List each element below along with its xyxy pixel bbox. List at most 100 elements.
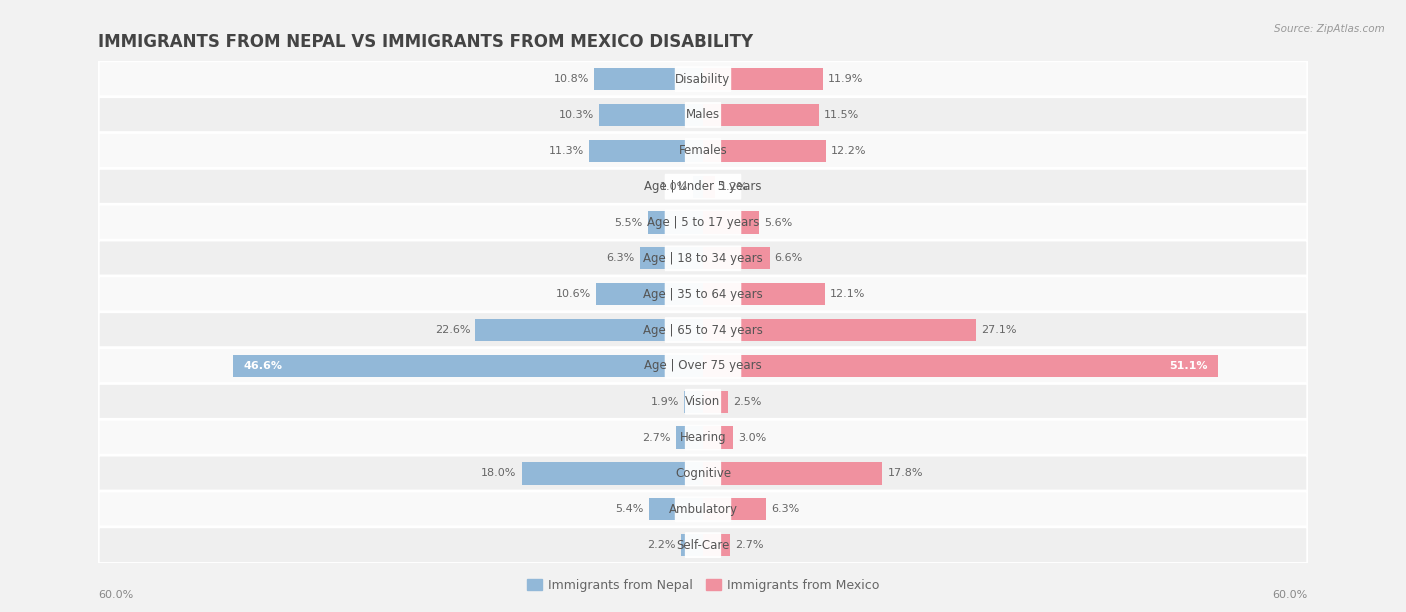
FancyBboxPatch shape [685, 138, 721, 164]
Text: 1.0%: 1.0% [659, 182, 688, 192]
Bar [703, 390, 728, 413]
FancyBboxPatch shape [685, 389, 721, 415]
Text: Age | 5 to 17 years: Age | 5 to 17 years [647, 216, 759, 229]
FancyBboxPatch shape [98, 455, 1308, 491]
FancyBboxPatch shape [98, 61, 1308, 97]
Bar [703, 355, 1218, 377]
Text: 11.3%: 11.3% [548, 146, 583, 156]
Text: 2.2%: 2.2% [647, 540, 676, 550]
Text: Cognitive: Cognitive [675, 467, 731, 480]
FancyBboxPatch shape [98, 312, 1308, 348]
Bar [703, 247, 769, 269]
FancyBboxPatch shape [685, 460, 721, 487]
FancyBboxPatch shape [98, 348, 1308, 384]
Text: 11.9%: 11.9% [828, 74, 863, 84]
Bar [681, 534, 703, 556]
Text: 1.2%: 1.2% [720, 182, 748, 192]
Bar [676, 427, 703, 449]
Bar [703, 534, 730, 556]
Bar [703, 319, 976, 341]
Text: 5.6%: 5.6% [765, 217, 793, 228]
Legend: Immigrants from Nepal, Immigrants from Mexico: Immigrants from Nepal, Immigrants from M… [527, 579, 879, 592]
FancyBboxPatch shape [665, 317, 741, 343]
FancyBboxPatch shape [665, 174, 741, 200]
Text: 2.7%: 2.7% [643, 433, 671, 442]
Text: Age | 35 to 64 years: Age | 35 to 64 years [643, 288, 763, 300]
Text: 27.1%: 27.1% [981, 325, 1017, 335]
Bar [589, 140, 703, 162]
FancyBboxPatch shape [675, 496, 731, 522]
Text: 6.6%: 6.6% [775, 253, 803, 263]
FancyBboxPatch shape [98, 133, 1308, 169]
Text: Vision: Vision [685, 395, 721, 408]
Text: 6.3%: 6.3% [772, 504, 800, 514]
Bar [648, 211, 703, 234]
FancyBboxPatch shape [665, 353, 741, 379]
FancyBboxPatch shape [665, 245, 741, 271]
Bar [599, 104, 703, 126]
FancyBboxPatch shape [98, 240, 1308, 277]
Bar [233, 355, 703, 377]
Bar [703, 498, 766, 520]
Bar [522, 462, 703, 485]
Bar [648, 498, 703, 520]
Bar [475, 319, 703, 341]
Text: 2.7%: 2.7% [735, 540, 763, 550]
FancyBboxPatch shape [98, 204, 1308, 241]
FancyBboxPatch shape [665, 282, 741, 307]
Text: 10.3%: 10.3% [560, 110, 595, 120]
Text: 60.0%: 60.0% [1272, 590, 1308, 600]
Text: Age | Over 75 years: Age | Over 75 years [644, 359, 762, 372]
Text: 51.1%: 51.1% [1170, 361, 1208, 371]
Bar [596, 283, 703, 305]
Text: 11.5%: 11.5% [824, 110, 859, 120]
Text: 1.9%: 1.9% [651, 397, 679, 407]
Bar [703, 283, 825, 305]
FancyBboxPatch shape [98, 491, 1308, 528]
Text: 12.1%: 12.1% [830, 289, 865, 299]
Text: Age | 65 to 74 years: Age | 65 to 74 years [643, 324, 763, 337]
Text: Hearing: Hearing [679, 431, 727, 444]
Bar [703, 462, 883, 485]
FancyBboxPatch shape [98, 384, 1308, 420]
Bar [703, 427, 734, 449]
Text: Females: Females [679, 144, 727, 157]
Text: Males: Males [686, 108, 720, 121]
Text: 17.8%: 17.8% [887, 468, 922, 479]
FancyBboxPatch shape [685, 102, 721, 128]
FancyBboxPatch shape [98, 527, 1308, 564]
Text: 5.4%: 5.4% [616, 504, 644, 514]
Text: 5.5%: 5.5% [614, 217, 643, 228]
Text: 6.3%: 6.3% [606, 253, 634, 263]
FancyBboxPatch shape [98, 419, 1308, 456]
Text: 2.5%: 2.5% [734, 397, 762, 407]
FancyBboxPatch shape [98, 168, 1308, 205]
Bar [703, 68, 823, 90]
FancyBboxPatch shape [675, 66, 731, 92]
Text: 10.8%: 10.8% [554, 74, 589, 84]
Text: 60.0%: 60.0% [98, 590, 134, 600]
Text: 22.6%: 22.6% [434, 325, 470, 335]
Text: Age | Under 5 years: Age | Under 5 years [644, 180, 762, 193]
Text: Ambulatory: Ambulatory [668, 503, 738, 516]
Bar [703, 104, 818, 126]
FancyBboxPatch shape [98, 276, 1308, 313]
FancyBboxPatch shape [98, 97, 1308, 133]
Text: 46.6%: 46.6% [243, 361, 283, 371]
Text: 18.0%: 18.0% [481, 468, 516, 479]
FancyBboxPatch shape [685, 532, 721, 558]
Text: 12.2%: 12.2% [831, 146, 866, 156]
Bar [703, 140, 825, 162]
FancyBboxPatch shape [665, 209, 741, 236]
Bar [693, 176, 703, 198]
Text: Disability: Disability [675, 73, 731, 86]
FancyBboxPatch shape [685, 425, 721, 450]
Bar [640, 247, 703, 269]
Bar [595, 68, 703, 90]
Text: Source: ZipAtlas.com: Source: ZipAtlas.com [1274, 24, 1385, 34]
Text: Self-Care: Self-Care [676, 539, 730, 551]
Bar [703, 211, 759, 234]
Text: IMMIGRANTS FROM NEPAL VS IMMIGRANTS FROM MEXICO DISABILITY: IMMIGRANTS FROM NEPAL VS IMMIGRANTS FROM… [98, 33, 754, 51]
Text: 10.6%: 10.6% [555, 289, 591, 299]
Text: 3.0%: 3.0% [738, 433, 766, 442]
